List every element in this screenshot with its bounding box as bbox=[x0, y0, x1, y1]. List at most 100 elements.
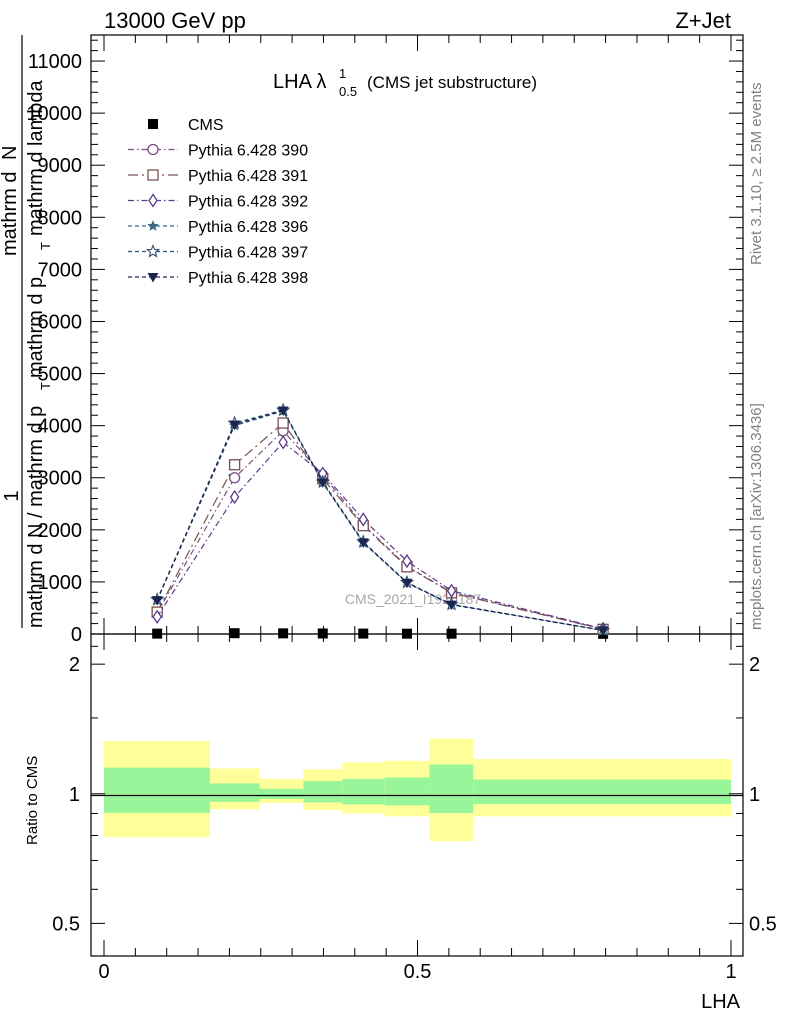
ylabel-lambda: mathrm d lambda bbox=[25, 80, 47, 236]
point-3-6 bbox=[446, 583, 457, 598]
band-inner-6 bbox=[429, 764, 474, 814]
point-6-3 bbox=[317, 478, 329, 488]
series-6 bbox=[151, 406, 609, 636]
main-title: LHA λ 1 0.5 (CMS jet substructure) bbox=[273, 66, 537, 99]
point-6-1 bbox=[229, 420, 241, 431]
ratio-tick-label-right: 2 bbox=[749, 654, 760, 676]
ratio-y-ticks: 0.5 0.5 1 1 2 2 bbox=[52, 645, 777, 935]
legend-marker-1 bbox=[147, 143, 159, 156]
point-0-3 bbox=[317, 628, 328, 639]
point-3-2 bbox=[278, 435, 288, 450]
legend-entry-1: Pythia 6.428 390 bbox=[128, 143, 308, 160]
y-tick-label: 8000 bbox=[38, 207, 83, 229]
point-0-5 bbox=[401, 628, 412, 639]
band-inner-1 bbox=[209, 783, 260, 802]
main-title-sup: 1 bbox=[339, 66, 346, 81]
x-tick-label: 1 bbox=[725, 961, 736, 983]
point-3-0 bbox=[152, 609, 162, 624]
legend-marker-6 bbox=[147, 273, 159, 283]
ratio-bands bbox=[104, 738, 731, 842]
ylabel-sub-t2: T bbox=[38, 242, 53, 250]
ylabel-numerator: mathrm d bbox=[0, 172, 21, 256]
point-6-0 bbox=[151, 596, 163, 606]
legend-entry-6: Pythia 6.428 398 bbox=[128, 270, 308, 287]
ratio-tick-label-left: 1 bbox=[69, 784, 80, 806]
point-6-4 bbox=[357, 538, 369, 548]
band-inner-0 bbox=[104, 767, 210, 813]
y-tick-label: 0 bbox=[71, 624, 82, 646]
x-axis-label: LHA bbox=[701, 991, 741, 1013]
ylabel-denominator: mathrm d N / mathrm d p bbox=[25, 406, 47, 628]
ylabel-sub-t1: T bbox=[38, 382, 53, 390]
legend-label-1: Pythia 6.428 390 bbox=[188, 143, 308, 160]
point-2-1 bbox=[228, 459, 241, 471]
legend-label-6: Pythia 6.428 398 bbox=[188, 270, 308, 287]
main-y-axis-label: 1 mathrm d N mathrm d N / mathrm d p T m… bbox=[0, 35, 53, 628]
rivet-version-text: Rivet 3.1.10, ≥ 2.5M events bbox=[748, 83, 765, 266]
legend-label-2: Pythia 6.428 391 bbox=[188, 168, 308, 185]
main-title-text: LHA λ bbox=[273, 71, 326, 93]
band-inner-7 bbox=[473, 779, 731, 805]
legend-entry-4: Pythia 6.428 396 bbox=[128, 219, 308, 236]
mcplots-text: mcplots.cern.ch [arXiv:1306.3436] bbox=[748, 403, 765, 630]
point-3-5 bbox=[402, 553, 412, 569]
ratio-tick-label-right: 0.5 bbox=[749, 913, 777, 935]
ratio-tick-label-right: 1 bbox=[749, 784, 760, 806]
series-line-2 bbox=[156, 422, 604, 630]
y-tick-label: 4000 bbox=[38, 416, 83, 438]
ylabel-one: 1 bbox=[1, 490, 23, 501]
point-0-2 bbox=[278, 628, 289, 639]
series-line-3 bbox=[156, 441, 604, 630]
point-0-1 bbox=[229, 628, 240, 639]
x-tick-label: 0 bbox=[98, 961, 109, 983]
point-3-4 bbox=[358, 512, 369, 527]
legend-entry-5: Pythia 6.428 397 bbox=[128, 243, 308, 262]
y-tick-label: 11000 bbox=[28, 51, 82, 73]
point-1-1 bbox=[228, 472, 241, 484]
band-inner-3 bbox=[303, 781, 343, 803]
point-6-2 bbox=[277, 406, 289, 417]
legend: CMS Pythia 6.428 390 Pythia 6.428 391 Pythi… bbox=[128, 117, 308, 287]
legend-marker-3 bbox=[148, 193, 158, 208]
legend-entry-2: Pythia 6.428 391 bbox=[128, 168, 308, 185]
band-inner-5 bbox=[384, 777, 430, 806]
ylabel-middle: mathrm d p bbox=[25, 277, 47, 378]
legend-marker-5 bbox=[145, 243, 161, 258]
ratio-tick-label-left: 0.5 bbox=[52, 913, 80, 935]
legend-marker-4 bbox=[147, 220, 159, 231]
y-tick-label: 3000 bbox=[38, 468, 83, 490]
y-tick-label: 5000 bbox=[38, 364, 83, 386]
band-inner-4 bbox=[342, 778, 385, 805]
point-0-4 bbox=[358, 628, 369, 639]
legend-marker-0 bbox=[148, 119, 158, 129]
x-ticks: 0 0.5 1 bbox=[98, 35, 737, 983]
y-tick-label: 1000 bbox=[38, 572, 83, 594]
ylabel-numerator-n: N bbox=[0, 146, 21, 160]
legend-label-3: Pythia 6.428 392 bbox=[188, 194, 308, 211]
header-left: 13000 GeV pp bbox=[104, 8, 246, 33]
series-line-6 bbox=[156, 409, 604, 631]
main-y-ticks: 0 1000 2000 3000 4000 5000 6000 7000 8000 9000 100… bbox=[26, 39, 743, 646]
point-0-0 bbox=[152, 628, 163, 639]
legend-marker-2 bbox=[147, 169, 159, 181]
main-title-sub: 0.5 bbox=[339, 84, 357, 99]
point-2-2 bbox=[277, 417, 289, 429]
legend-label-0: CMS bbox=[188, 117, 224, 134]
y-tick-label: 6000 bbox=[38, 311, 83, 333]
ratio-y-axis-label: Ratio to CMS bbox=[24, 756, 41, 845]
data-series bbox=[150, 402, 611, 639]
ratio-tick-label-left: 2 bbox=[69, 654, 80, 676]
legend-label-5: Pythia 6.428 397 bbox=[188, 245, 308, 262]
x-tick-label: 0.5 bbox=[404, 961, 432, 983]
point-3-1 bbox=[229, 489, 240, 505]
point-6-7 bbox=[597, 626, 609, 636]
point-6-6 bbox=[446, 600, 458, 611]
legend-label-4: Pythia 6.428 396 bbox=[188, 219, 308, 236]
y-tick-label: 10000 bbox=[26, 103, 82, 125]
point-0-6 bbox=[446, 628, 457, 639]
y-tick-label: 9000 bbox=[38, 155, 83, 177]
y-tick-label: 7000 bbox=[38, 259, 83, 281]
point-6-5 bbox=[401, 578, 413, 589]
series-line-4 bbox=[156, 410, 604, 631]
